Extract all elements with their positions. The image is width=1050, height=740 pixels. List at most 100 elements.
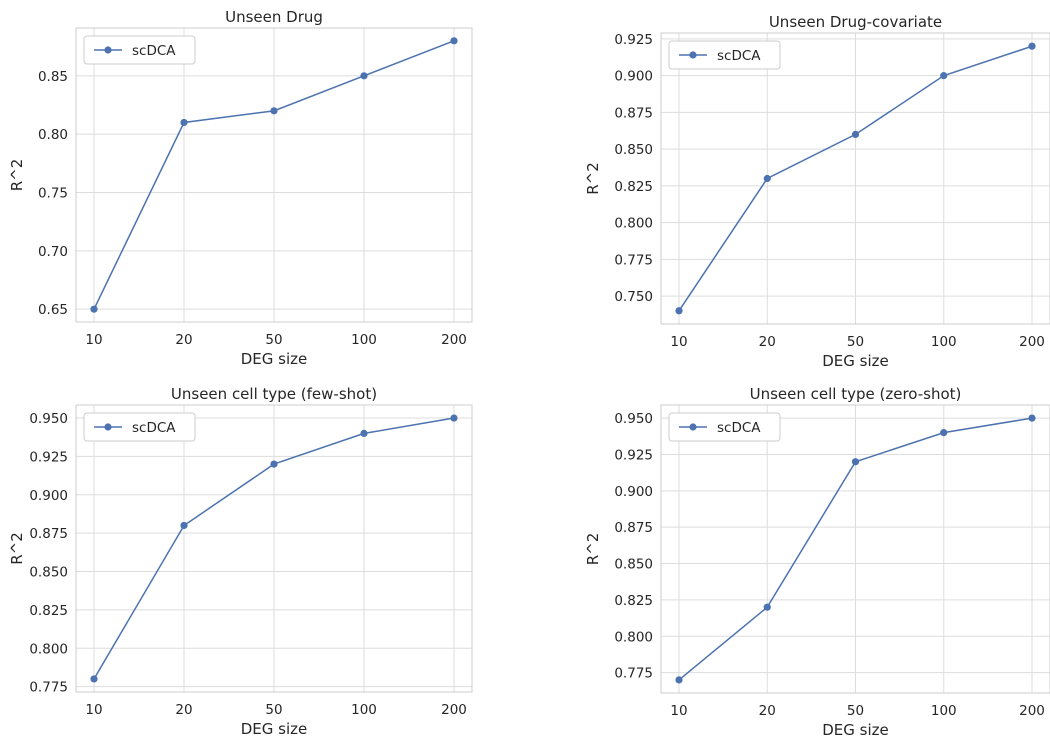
x-tick-label: 100 (931, 334, 957, 350)
x-tick-label: 20 (759, 703, 776, 719)
data-point (675, 676, 683, 684)
data-point (270, 107, 278, 115)
data-point (450, 37, 458, 45)
x-tick-label: 20 (175, 332, 192, 348)
plot-frame (660, 32, 1050, 325)
y-tick-label: 0.800 (614, 216, 653, 232)
chart-panel-3: 10 20 50 100 200 0.775 0.800 0.825 0.850 0.875 0.9… (8, 385, 473, 738)
legend-label: scDCA (717, 420, 761, 436)
chart-title: Unseen Drug-covariate (769, 13, 942, 31)
x-axis-label: DEG size (822, 352, 889, 370)
legend-marker (689, 423, 697, 431)
x-tick-label: 200 (1019, 703, 1045, 719)
y-tick-label: 0.65 (38, 302, 68, 318)
y-tick-label: 0.950 (29, 411, 68, 427)
y-tick-label: 0.850 (29, 565, 68, 581)
chart-panel-4: 10 20 50 100 200 0.775 0.800 0.825 0.850 0.875 0.9… (584, 385, 1050, 739)
y-tick-label: 0.850 (614, 142, 653, 158)
data-point (270, 460, 278, 468)
x-tick-label: 100 (931, 703, 957, 719)
y-tick-label: 0.825 (29, 603, 68, 619)
y-tick-label: 0.750 (614, 289, 653, 305)
plot-frame (660, 404, 1050, 694)
legend-box (83, 412, 196, 442)
data-point (1028, 414, 1036, 422)
data-point (940, 429, 948, 437)
legend-box (83, 35, 196, 65)
x-tick-label: 200 (1019, 334, 1045, 350)
legend-label: scDCA (717, 48, 761, 64)
y-tick-label: 0.800 (614, 629, 653, 645)
y-tick-label: 0.75 (38, 186, 68, 202)
data-point (90, 675, 98, 683)
chart-title: Unseen Drug (225, 8, 323, 26)
chart-panel-2: 10 20 50 100 200 0.750 0.775 0.800 0.825 0.850 0.8… (584, 13, 1050, 370)
y-tick-label: 0.925 (614, 32, 653, 48)
y-tick-label: 0.925 (29, 449, 68, 465)
data-point (940, 72, 948, 80)
x-tick-label: 100 (351, 332, 377, 348)
x-tick-label: 50 (265, 702, 282, 718)
x-tick-label: 10 (85, 332, 102, 348)
y-tick-label: 0.875 (29, 526, 68, 542)
legend-box (668, 412, 781, 442)
data-point (180, 521, 188, 530)
y-tick-label: 0.85 (38, 69, 68, 85)
data-point (450, 414, 458, 422)
x-tick-label: 10 (670, 703, 687, 719)
chart-panel-1: 10 20 50 100 200 0.65 0.70 0.75 0.80 0.85 Unseen D… (8, 8, 473, 368)
y-tick-label: 0.775 (614, 666, 653, 682)
x-tick-label: 200 (441, 332, 467, 348)
y-tick-label: 0.850 (614, 557, 653, 573)
y-tick-label: 0.900 (29, 488, 68, 504)
y-tick-label: 0.875 (614, 105, 653, 121)
x-tick-label: 50 (847, 703, 864, 719)
y-tick-label: 0.825 (614, 593, 653, 609)
legend-marker (689, 51, 697, 59)
x-axis-label: DEG size (822, 721, 889, 739)
plot-frame (75, 27, 473, 323)
legend-label: scDCA (132, 420, 176, 436)
legend-marker (104, 46, 112, 54)
data-point (360, 429, 368, 437)
y-axis-label: R^2 (8, 532, 26, 565)
data-point (360, 72, 368, 80)
data-point (763, 603, 771, 611)
y-tick-label: 0.950 (614, 411, 653, 427)
y-tick-label: 0.775 (614, 252, 653, 268)
y-tick-label: 0.900 (614, 69, 653, 85)
legend-box (668, 40, 781, 70)
y-tick-label: 0.875 (614, 520, 653, 536)
x-tick-label: 20 (759, 334, 776, 350)
x-tick-label: 20 (175, 702, 192, 718)
chart-title: Unseen cell type (zero-shot) (750, 385, 962, 403)
x-tick-label: 100 (351, 702, 377, 718)
y-tick-label: 0.70 (38, 244, 68, 260)
y-axis-label: R^2 (584, 533, 602, 566)
data-point (90, 305, 98, 313)
data-point (675, 307, 683, 315)
chart-title: Unseen cell type (few-shot) (171, 385, 377, 403)
data-point (851, 458, 860, 466)
y-tick-label: 0.825 (614, 179, 653, 195)
y-tick-label: 0.900 (614, 484, 653, 500)
y-tick-label: 0.925 (614, 447, 653, 463)
data-point (180, 118, 188, 127)
x-tick-label: 10 (670, 334, 687, 350)
y-axis-label: R^2 (584, 162, 602, 195)
x-axis-label: DEG size (241, 350, 308, 368)
y-tick-label: 0.775 (29, 680, 68, 696)
data-point (763, 174, 771, 183)
x-tick-label: 50 (847, 334, 864, 350)
legend-marker (104, 423, 112, 431)
y-axis-label: R^2 (8, 159, 26, 192)
x-tick-label: 200 (441, 702, 467, 718)
x-tick-label: 50 (265, 332, 282, 348)
y-tick-label: 0.80 (38, 127, 68, 143)
data-point (1028, 42, 1036, 50)
x-axis-label: DEG size (241, 720, 308, 738)
y-tick-label: 0.800 (29, 641, 68, 657)
x-tick-label: 10 (85, 702, 102, 718)
data-point (851, 130, 860, 139)
